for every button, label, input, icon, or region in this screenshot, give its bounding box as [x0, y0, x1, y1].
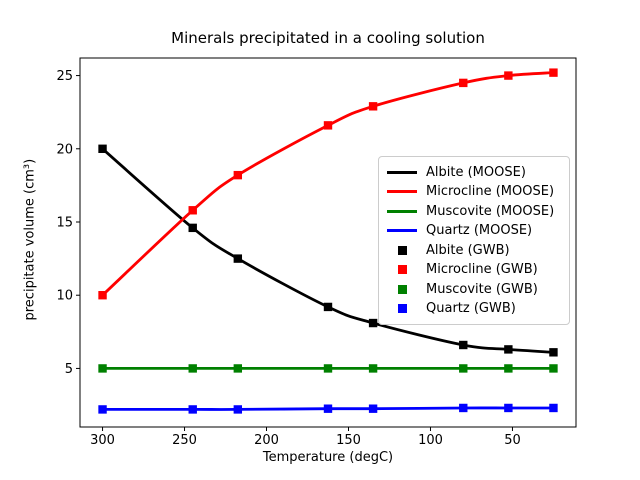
- x-tick-label: 300: [90, 433, 115, 448]
- line-swatch-icon: [387, 229, 417, 233]
- line-swatch-icon: [387, 190, 417, 194]
- quartz-gwb-marker: [188, 405, 197, 414]
- quartz-gwb-marker: [504, 403, 513, 413]
- legend-label: Quartz (GWB): [426, 300, 516, 316]
- albite-gwb-swatch: [387, 245, 417, 255]
- legend-label: Microcline (GWB): [426, 262, 538, 278]
- microcline-gwb-marker: [504, 71, 513, 80]
- quartz-gwb-marker: [549, 403, 558, 413]
- legend-entry-albite-gwb: Albite (GWB): [387, 241, 561, 260]
- chart-title: Minerals precipitated in a cooling solut…: [171, 29, 485, 47]
- y-tick-label: 25: [56, 69, 73, 84]
- quartz-gwb-marker: [233, 405, 243, 414]
- albite-moose-swatch: [387, 171, 417, 174]
- albite-gwb-marker: [459, 340, 468, 350]
- square-marker-icon: [397, 284, 407, 294]
- microcline-gwb-marker: [368, 102, 378, 111]
- axes-box: [79, 57, 577, 428]
- muscovite-gwb-marker: [368, 364, 378, 373]
- quartz-gwb-marker: [98, 405, 107, 414]
- legend-label: Quartz (MOOSE): [426, 223, 533, 239]
- albite-gwb-marker: [323, 302, 333, 312]
- quartz-gwb-marker: [368, 404, 378, 413]
- y-tick-label: 20: [56, 142, 73, 157]
- x-tick-label: 200: [254, 433, 279, 448]
- x-tick-label: 50: [504, 433, 521, 448]
- albite-gwb-marker: [368, 318, 378, 328]
- legend-entry-muscovite-moose: Muscovite (MOOSE): [387, 202, 561, 221]
- microcline-gwb-marker: [459, 78, 468, 88]
- muscovite-gwb-marker: [504, 364, 513, 373]
- microcline-gwb-marker: [188, 206, 197, 215]
- albite-gwb-marker: [233, 254, 243, 263]
- legend-label: Muscovite (MOOSE): [426, 203, 555, 219]
- x-tick-label: 100: [418, 433, 443, 448]
- y-axis-label: precipitate volume (cm³): [22, 158, 38, 321]
- microcline-gwb-marker: [323, 121, 333, 130]
- legend-entry-microcline-moose: Microcline (MOOSE): [387, 182, 561, 201]
- quartz-gwb-marker: [323, 404, 333, 413]
- y-tick-label: 10: [56, 289, 73, 304]
- muscovite-gwb-marker: [188, 364, 197, 373]
- muscovite-gwb-marker: [98, 364, 107, 373]
- legend-label: Albite (GWB): [426, 242, 510, 258]
- albite-gwb-marker: [549, 348, 558, 357]
- y-tick-label: 5: [65, 362, 73, 377]
- line-swatch-icon: [387, 171, 417, 174]
- albite-gwb-marker: [98, 144, 107, 153]
- quartz-gwb-marker: [459, 403, 468, 413]
- microcline-gwb-marker: [233, 170, 243, 180]
- microcline-moose-swatch: [387, 190, 417, 194]
- albite-gwb-marker: [504, 345, 513, 354]
- muscovite-gwb-marker: [459, 364, 468, 373]
- square-marker-icon: [397, 245, 407, 255]
- legend-entry-microcline-gwb: Microcline (GWB): [387, 260, 561, 279]
- legend-label: Microcline (MOOSE): [426, 184, 555, 200]
- muscovite-gwb-swatch: [387, 284, 417, 294]
- square-marker-icon: [397, 303, 407, 313]
- microcline-gwb-swatch: [387, 265, 417, 275]
- square-marker-icon: [397, 265, 407, 275]
- x-tick-label: 150: [336, 433, 361, 448]
- muscovite-gwb-marker: [549, 364, 558, 373]
- microcline-gwb-marker: [549, 68, 558, 77]
- muscovite-gwb-marker: [323, 364, 333, 373]
- line-swatch-icon: [387, 209, 417, 213]
- x-axis-label: Temperature (degC): [262, 450, 394, 465]
- legend-label: Muscovite (GWB): [426, 281, 538, 297]
- legend-entry-albite-moose: Albite (MOOSE): [387, 163, 561, 182]
- albite-gwb-marker: [188, 223, 197, 233]
- legend-entry-quartz-gwb: Quartz (GWB): [387, 299, 561, 318]
- microcline-gwb-marker: [98, 291, 107, 300]
- quartz-gwb-swatch: [387, 303, 417, 313]
- muscovite-moose-swatch: [387, 209, 417, 213]
- y-tick-label: 15: [56, 216, 73, 231]
- legend-label: Albite (MOOSE): [426, 165, 526, 180]
- legend-entry-quartz-moose: Quartz (MOOSE): [387, 221, 561, 240]
- legend-entry-muscovite-gwb: Muscovite (GWB): [387, 280, 561, 299]
- legend: Albite (MOOSE) Microcline (MOOSE) Muscovit…: [378, 156, 570, 325]
- x-tick-label: 250: [172, 433, 197, 448]
- muscovite-gwb-marker: [233, 364, 243, 373]
- quartz-moose-swatch: [387, 229, 417, 233]
